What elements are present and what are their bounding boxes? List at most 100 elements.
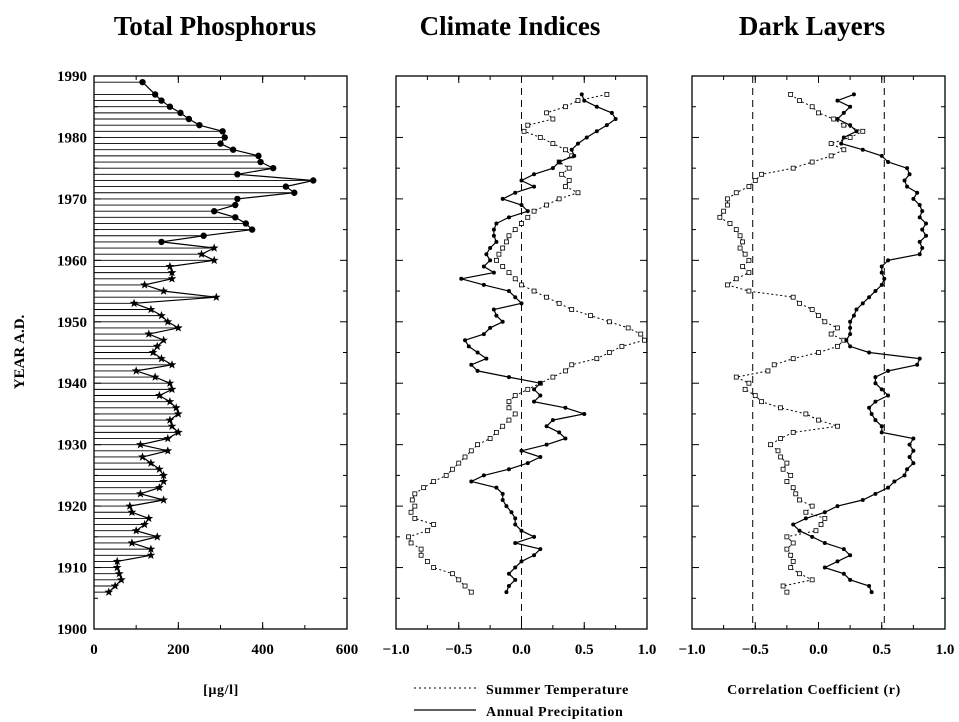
data-point — [512, 227, 518, 233]
data-point — [835, 325, 840, 331]
data-point — [915, 362, 920, 367]
data-point — [879, 430, 884, 435]
data-point — [746, 380, 752, 386]
data-point — [159, 476, 168, 486]
data-point — [506, 417, 512, 423]
data-point — [759, 399, 764, 405]
data-point — [513, 190, 518, 195]
x-tick-label: 200 — [167, 642, 190, 658]
data-point — [544, 442, 549, 447]
data-point — [725, 282, 730, 288]
y-tick-label: 1910 — [57, 561, 87, 577]
data-point — [532, 553, 537, 558]
data-point — [525, 122, 531, 128]
data-point — [768, 442, 773, 448]
data-point — [822, 319, 828, 325]
data-point — [557, 430, 562, 435]
data-point — [563, 184, 568, 190]
data-point — [828, 153, 834, 159]
data-point — [146, 544, 156, 553]
data-point — [466, 344, 471, 349]
data-point — [500, 264, 506, 269]
data-point — [538, 381, 543, 386]
data-point — [494, 485, 499, 490]
y-tick-label: 1930 — [57, 438, 87, 454]
x-tick-label: 1.0 — [638, 642, 657, 658]
data-point — [537, 135, 543, 140]
data-point — [544, 110, 549, 116]
data-point — [788, 472, 794, 478]
data-point — [790, 485, 796, 491]
data-point — [412, 516, 418, 521]
data-point — [487, 436, 493, 441]
data-point — [556, 196, 562, 202]
data-point — [886, 368, 891, 373]
data-point — [158, 238, 165, 246]
data-point — [481, 264, 486, 269]
data-point — [209, 255, 219, 265]
data-point — [519, 282, 524, 288]
data-point — [144, 513, 154, 523]
data-point — [873, 289, 878, 294]
data-point — [582, 411, 587, 416]
panel-dark-layers: −1.0 −0.5 0.0 0.5 1.0 — [678, 75, 954, 658]
data-point — [606, 319, 612, 325]
data-point — [504, 590, 509, 595]
data-point — [488, 258, 493, 263]
data-point — [920, 209, 925, 214]
data-point — [152, 532, 162, 541]
panel-2-title: Climate Indices — [420, 11, 601, 41]
data-point — [165, 415, 175, 424]
data-point — [509, 510, 514, 515]
data-point — [114, 569, 124, 578]
data-point — [525, 209, 530, 214]
data-point — [481, 473, 486, 478]
data-point — [185, 115, 193, 123]
data-point — [797, 497, 802, 503]
data-point — [784, 546, 790, 552]
data-point — [550, 166, 555, 171]
data-point — [924, 233, 929, 238]
panel-1-xlabel: [µg/l] — [203, 683, 239, 698]
data-point — [917, 356, 922, 361]
data-point — [242, 220, 249, 227]
data-point — [790, 429, 796, 435]
data-point — [737, 245, 743, 251]
data-point — [463, 338, 468, 343]
data-point — [778, 405, 783, 411]
data-point — [148, 347, 158, 357]
data-point — [144, 329, 154, 338]
data-point — [532, 387, 537, 392]
data-point — [835, 423, 840, 429]
data-point — [873, 399, 878, 404]
y-tick-label: 1970 — [57, 192, 87, 208]
data-point — [778, 436, 783, 441]
data-point — [604, 92, 610, 97]
data-point — [848, 123, 853, 128]
data-point — [920, 227, 925, 232]
data-point — [609, 110, 614, 115]
data-point — [813, 528, 819, 534]
data-point — [784, 534, 790, 540]
data-point — [594, 104, 599, 109]
data-point — [604, 123, 609, 128]
y-tick-label: 1940 — [57, 376, 87, 392]
data-point — [569, 147, 574, 152]
data-point — [915, 190, 920, 195]
data-point — [559, 171, 565, 177]
data-point — [569, 307, 575, 312]
x-tick-label: −0.5 — [445, 642, 472, 658]
data-point — [257, 158, 264, 166]
data-point — [879, 153, 884, 158]
data-point — [740, 239, 745, 245]
data-point — [538, 547, 543, 552]
data-point — [513, 516, 518, 521]
data-point — [131, 366, 141, 375]
data-point — [165, 397, 175, 406]
data-point — [860, 497, 865, 502]
data-point — [174, 427, 183, 437]
data-point — [513, 565, 518, 570]
x-tick-label: −1.0 — [382, 642, 409, 658]
data-point — [544, 294, 549, 300]
data-point — [924, 221, 929, 226]
